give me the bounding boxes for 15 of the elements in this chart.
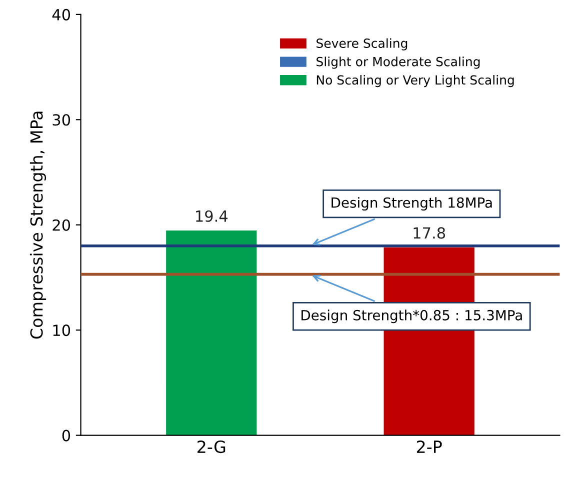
- x-tick-label: 2-G: [198, 440, 226, 454]
- data-label: 19.4: [196, 210, 228, 222]
- ref-line-label: Design Strength*0.85 : 15.3MPa: [302, 310, 522, 324]
- data-label: 17.8: [414, 227, 446, 239]
- ref-line-label: Design Strength 18MPa: [332, 197, 492, 211]
- x-tick-label: 2-P: [416, 440, 442, 453]
- y-axis-title: Compressive Strength, MPa: [30, 112, 46, 339]
- y-tick-label: 10: [53, 324, 70, 336]
- legend-label: Severe Scaling: [316, 38, 408, 50]
- y-tick-label: 30: [52, 114, 70, 126]
- legend-label: No Scaling or Very Light Scaling: [316, 75, 514, 88]
- y-tick-label: 0: [62, 430, 70, 442]
- y-tick-label: 20: [52, 219, 70, 231]
- y-tick-label: 40: [52, 8, 70, 20]
- legend-label: Slight or Moderate Scaling: [316, 56, 480, 69]
